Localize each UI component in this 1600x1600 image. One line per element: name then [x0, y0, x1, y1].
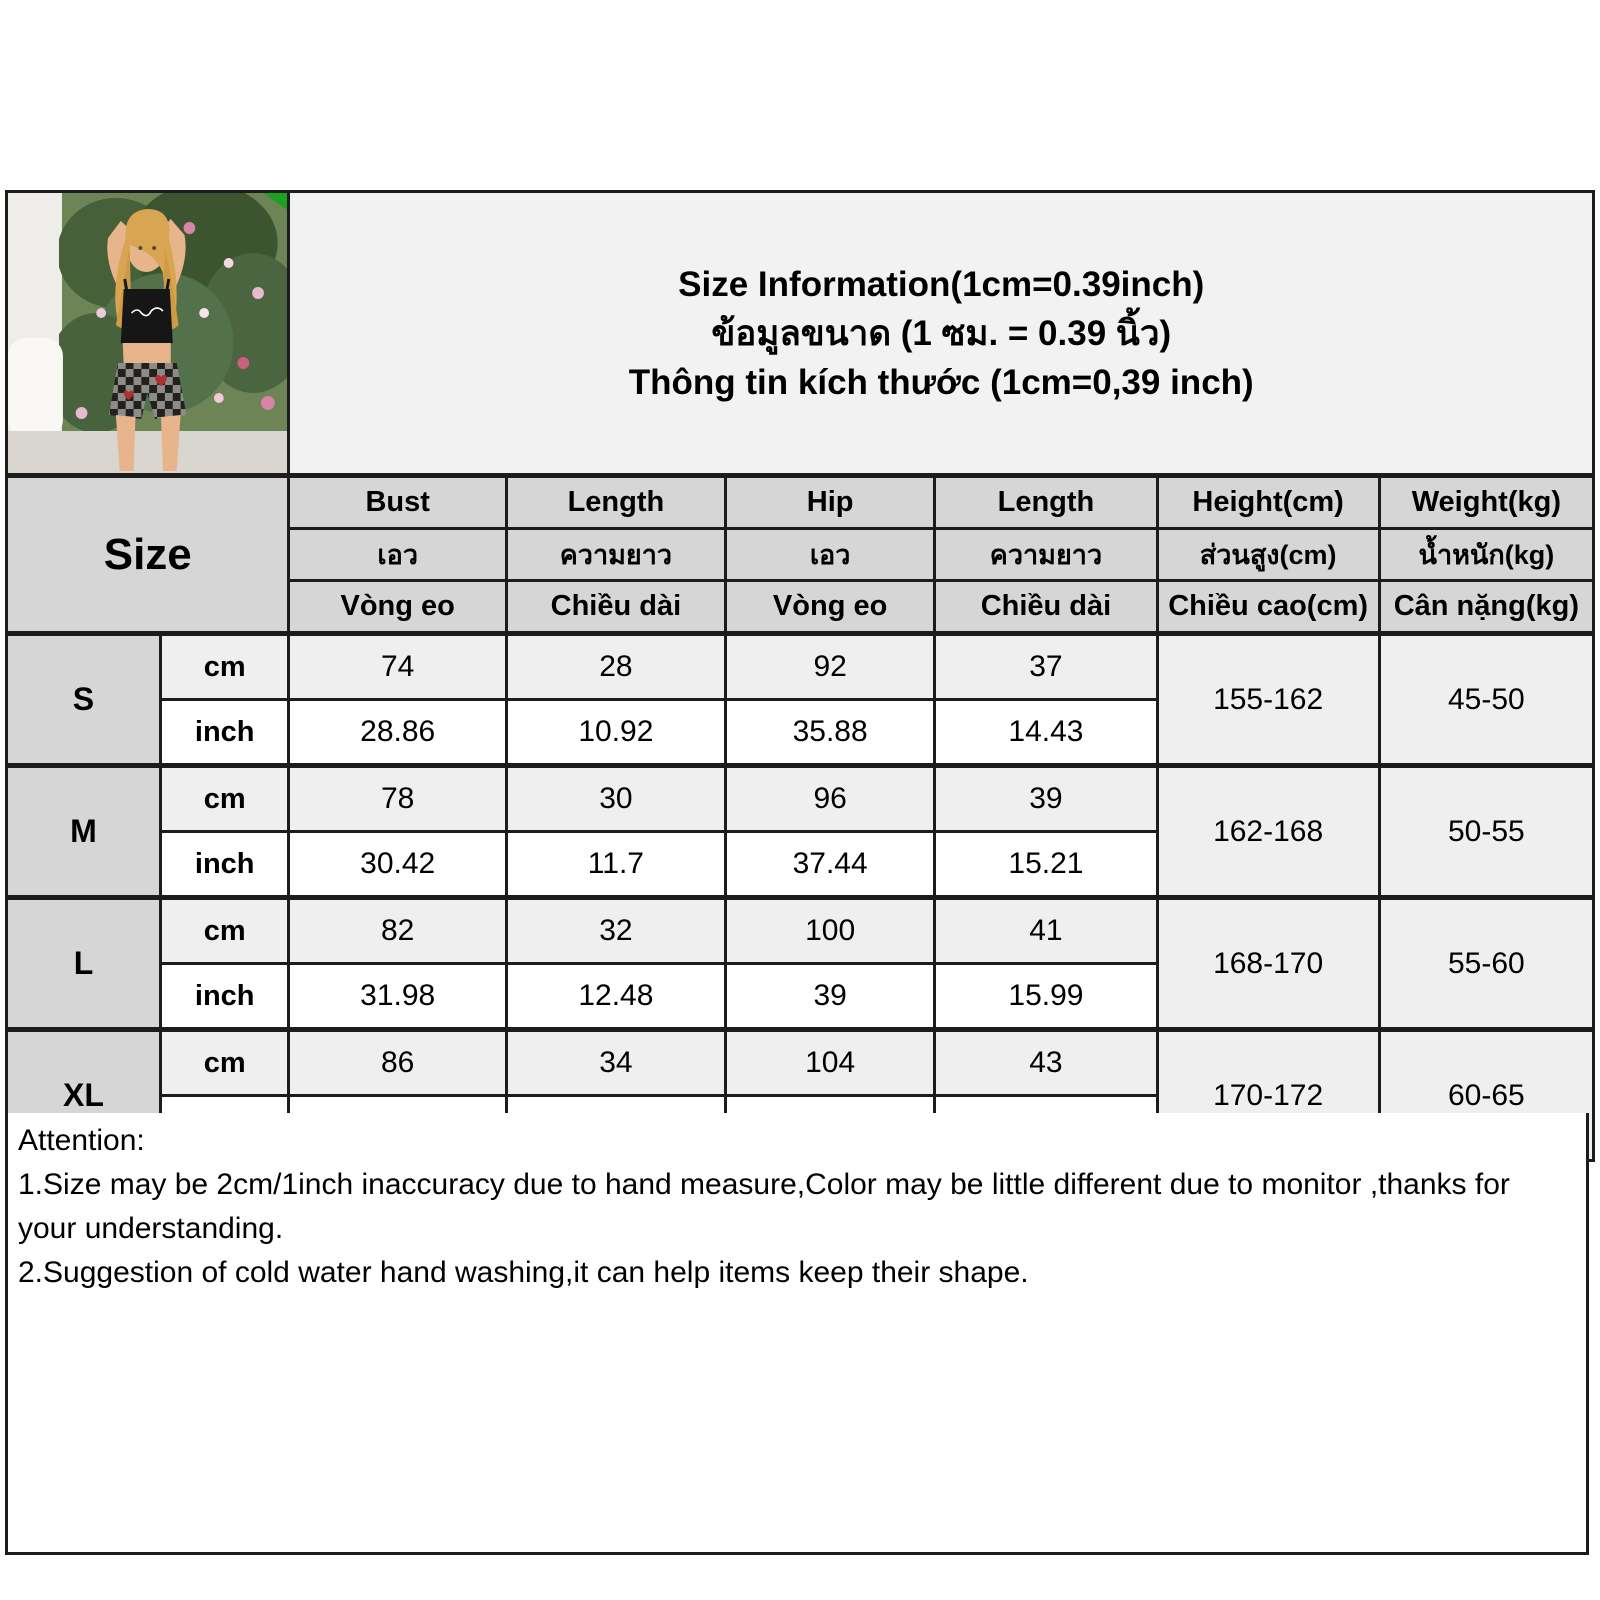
table-row-s-inch: inch 28.86 10.92 35.88 14.43 — [7, 698, 1594, 767]
cell-s-length2-inch: 14.43 — [933, 698, 1159, 767]
product-photo-cell — [4, 190, 291, 477]
cell-m-length-cm: 30 — [504, 763, 727, 833]
cell-l-length-cm: 32 — [504, 895, 727, 965]
cell-m-length2-cm: 39 — [933, 763, 1159, 833]
unit-label-cm: cm — [158, 1027, 291, 1097]
size-chart-table: Size Information(1cm=0.39inch) ข้อมูลขนา… — [4, 190, 1596, 1162]
cell-m-hip-cm: 96 — [723, 763, 937, 833]
col-header-weight-vi: Cân nặng(kg) — [1377, 579, 1596, 635]
header-row-vietnamese: Vòng eo Chiều dài Vòng eo Chiều dài Chiề… — [7, 579, 1596, 635]
table-row-xl-cm: XL cm 86 34 104 43 170-172 60-65 — [5, 1027, 1596, 1162]
cell-l-hip-cm: 100 — [723, 895, 937, 965]
cell-l-length2-cm: 41 — [933, 895, 1159, 965]
size-info-title-cell: Size Information(1cm=0.39inch) ข้อมูลขนา… — [287, 190, 1595, 477]
attention-heading: Attention: — [18, 1124, 145, 1157]
col-header-height-en: Height(cm) — [1155, 473, 1381, 530]
cell-m-hip-inch: 37.44 — [723, 830, 937, 899]
cell-l-height: 168-170 — [1155, 895, 1381, 1031]
cell-xl-bust-cm: 86 — [287, 1027, 508, 1097]
cell-l-length2-inch: 15.99 — [933, 962, 1159, 1031]
unit-label-inch: inch — [158, 962, 291, 1031]
cell-s-length2-cm: 37 — [933, 631, 1159, 701]
cell-l-weight: 55-60 — [1377, 895, 1596, 1031]
title-line-english: Size Information(1cm=0.39inch) — [678, 264, 1205, 304]
cell-xl-length-cm: 34 — [504, 1027, 727, 1097]
cell-m-bust-inch: 30.42 — [287, 830, 508, 899]
col-header-height-th: ส่วนสูง(cm) — [1155, 527, 1381, 582]
table-row-m-cm: M cm 78 30 96 39 162-168 50-55 — [5, 763, 1596, 899]
cell-m-length2-inch: 15.21 — [933, 830, 1159, 899]
table-row-l-inch: inch 31.98 12.48 39 15.99 — [7, 962, 1594, 1031]
col-header-bust-en: Bust — [287, 473, 508, 530]
col-header-hip-vi: Vòng eo — [723, 579, 937, 635]
size-label-l: L — [5, 895, 162, 1031]
col-header-hip-en: Hip — [723, 473, 937, 530]
unit-label-inch: inch — [158, 830, 291, 899]
cell-m-weight: 50-55 — [1377, 763, 1596, 899]
banner-row: Size Information(1cm=0.39inch) ข้อมูลขนา… — [4, 190, 1595, 477]
table-row-m-inch: inch 30.42 11.7 37.44 15.21 — [7, 830, 1594, 899]
title-line-vietnamese: Thông tin kích thước (1cm=0,39 inch) — [628, 362, 1254, 402]
header-row-thai: เอว ความยาว เอว ความยาว ส่วนสูง(cm) น้ำห… — [7, 527, 1596, 582]
col-header-length-en: Length — [504, 473, 727, 530]
cell-s-bust-inch: 28.86 — [287, 698, 508, 767]
cell-xl-length2-cm: 43 — [933, 1027, 1159, 1097]
col-header-length2-th: ความยาว — [933, 527, 1159, 582]
col-header-length-vi: Chiều dài — [504, 579, 727, 635]
attention-note-1: 1.Size may be 2cm/1inch inaccuracy due t… — [18, 1168, 1510, 1245]
cell-l-bust-inch: 31.98 — [287, 962, 508, 1031]
title-line-thai: ข้อมูลขนาด (1 ซม. = 0.39 นิ้ว) — [711, 313, 1172, 353]
size-corner-label: Size — [4, 473, 291, 635]
col-header-hip-th: เอว — [723, 527, 937, 582]
size-label-m: M — [5, 763, 162, 899]
attention-notes-box: Attention: 1.Size may be 2cm/1inch inacc… — [5, 1113, 1589, 1555]
col-header-bust-vi: Vòng eo — [287, 579, 508, 635]
col-header-length2-en: Length — [933, 473, 1159, 530]
header-row-english: Size Bust Length Hip Length Height(cm) W… — [4, 473, 1596, 635]
cell-l-bust-cm: 82 — [287, 895, 508, 965]
unit-label-cm: cm — [158, 895, 291, 965]
cell-s-hip-cm: 92 — [723, 631, 937, 701]
unit-label-cm: cm — [158, 763, 291, 833]
cell-s-hip-inch: 35.88 — [723, 698, 937, 767]
cell-m-bust-cm: 78 — [287, 763, 508, 833]
attention-note-2: 2.Suggestion of cold water hand washing,… — [18, 1256, 1029, 1289]
cell-s-weight: 45-50 — [1377, 631, 1596, 767]
col-header-length-th: ความยาว — [504, 527, 727, 582]
cell-l-hip-inch: 39 — [723, 962, 937, 1031]
unit-label-inch: inch — [158, 698, 291, 767]
cell-m-height: 162-168 — [1155, 763, 1381, 899]
cell-l-length-inch: 12.48 — [504, 962, 727, 1031]
cell-s-height: 155-162 — [1155, 631, 1381, 767]
col-header-height-vi: Chiều cao(cm) — [1155, 579, 1381, 635]
green-corner-marker-icon — [263, 194, 286, 210]
unit-label-cm: cm — [158, 631, 291, 701]
table-row-l-cm: L cm 82 32 100 41 168-170 55-60 — [5, 895, 1596, 1031]
col-header-bust-th: เอว — [287, 527, 508, 582]
col-header-weight-en: Weight(kg) — [1377, 473, 1596, 530]
cell-xl-hip-cm: 104 — [723, 1027, 937, 1097]
table-row-s-cm: S cm 74 28 92 37 155-162 45-50 — [5, 631, 1596, 767]
cell-s-bust-cm: 74 — [287, 631, 508, 701]
cell-s-length-cm: 28 — [504, 631, 727, 701]
col-header-length2-vi: Chiều dài — [933, 579, 1159, 635]
col-header-weight-th: น้ำหนัก(kg) — [1377, 527, 1596, 582]
size-label-s: S — [5, 631, 162, 767]
cell-s-length-inch: 10.92 — [504, 698, 727, 767]
product-photo — [9, 194, 286, 473]
cell-m-length-inch: 11.7 — [504, 830, 727, 899]
